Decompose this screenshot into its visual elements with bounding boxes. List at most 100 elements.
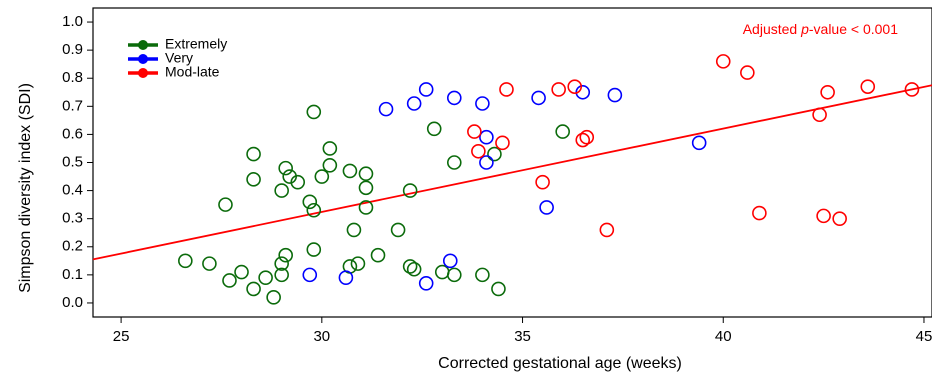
data-point-extremely bbox=[258, 270, 273, 285]
data-point-extremely bbox=[491, 281, 506, 297]
y-tick-label: 0.6 bbox=[62, 125, 83, 142]
data-point-very bbox=[446, 90, 462, 106]
data-point-very bbox=[418, 275, 434, 291]
data-point-extremely bbox=[406, 261, 422, 277]
data-point-very bbox=[479, 129, 494, 145]
annotation-italic: p bbox=[800, 21, 809, 37]
data-point-mod-late bbox=[904, 82, 920, 97]
data-point-extremely bbox=[434, 264, 450, 280]
y-axis-label: Simpson diversity index (SDI) bbox=[17, 83, 34, 293]
data-point-extremely bbox=[314, 169, 330, 184]
regression-line bbox=[92, 84, 932, 261]
legend-label-mod-late: Mod-late bbox=[165, 64, 220, 80]
x-tick-label: 30 bbox=[313, 328, 330, 345]
y-tick-label: 0.3 bbox=[62, 210, 83, 227]
data-point-mod-late bbox=[816, 208, 831, 224]
data-point-extremely bbox=[246, 281, 261, 297]
data-point-very bbox=[338, 270, 354, 285]
data-point-extremely bbox=[358, 166, 374, 182]
plot-area-frame bbox=[92, 7, 932, 318]
data-point-mod-late bbox=[752, 205, 767, 221]
data-point-extremely bbox=[274, 183, 289, 198]
data-point-very bbox=[302, 267, 318, 283]
y-tick-label: 0.2 bbox=[62, 238, 83, 255]
data-point-extremely bbox=[222, 273, 237, 288]
data-point-mod-late bbox=[832, 211, 847, 226]
data-point-mod-late bbox=[467, 124, 482, 139]
data-point-extremely bbox=[402, 183, 418, 198]
data-point-mod-late bbox=[812, 107, 827, 123]
data-point-mod-late bbox=[567, 79, 583, 94]
data-point-extremely bbox=[306, 202, 322, 218]
data-point-mod-late bbox=[495, 135, 510, 151]
data-point-mod-late bbox=[860, 79, 876, 94]
data-point-very bbox=[691, 135, 707, 151]
data-point-very bbox=[418, 82, 434, 97]
y-axis-ticks: 0.0 0.1 0.2 0.3 0.4 0.5 0.6 0.7 0.8 0.9 1.0 bbox=[62, 13, 93, 311]
data-point-extremely bbox=[302, 194, 318, 210]
data-point-very bbox=[406, 96, 422, 111]
data-point-extremely bbox=[306, 104, 322, 120]
y-tick-label: 0.1 bbox=[62, 266, 83, 283]
p-value-annotation: Adjusted p-value < 0.001 bbox=[743, 21, 899, 37]
y-axis-label-group: Simpson diversity index (SDI) bbox=[17, 83, 34, 293]
data-point-mod-late bbox=[499, 82, 514, 97]
data-point-extremely bbox=[358, 180, 374, 196]
data-point-mod-late bbox=[551, 82, 566, 97]
y-tick-label: 0.0 bbox=[62, 294, 83, 311]
data-point-very bbox=[607, 87, 623, 103]
x-tick-label: 35 bbox=[514, 328, 531, 345]
data-point-extremely bbox=[426, 121, 442, 137]
data-point-extremely bbox=[322, 141, 338, 156]
y-tick-label: 0.4 bbox=[62, 182, 83, 199]
data-point-mod-late bbox=[599, 222, 615, 238]
annotation-suffix: -value < 0.001 bbox=[809, 21, 898, 37]
data-point-extremely bbox=[274, 256, 289, 271]
data-point-mod-late bbox=[740, 65, 755, 80]
legend-marker-mod-late bbox=[138, 68, 148, 78]
data-point-extremely bbox=[446, 155, 462, 170]
data-point-extremely bbox=[234, 264, 249, 280]
data-point-extremely bbox=[178, 253, 193, 269]
data-point-extremely bbox=[358, 200, 374, 215]
data-point-extremely bbox=[278, 247, 293, 263]
data-point-extremely bbox=[370, 247, 386, 263]
legend-marker-extremely bbox=[138, 40, 148, 50]
data-point-extremely bbox=[290, 174, 306, 190]
data-point-extremely bbox=[322, 158, 338, 173]
data-point-extremely bbox=[350, 256, 366, 271]
data-point-extremely bbox=[390, 222, 406, 238]
y-tick-label: 0.8 bbox=[62, 69, 83, 86]
x-axis-ticks: 25 30 35 40 45 bbox=[113, 317, 932, 345]
data-point-mod-late bbox=[820, 84, 835, 100]
y-tick-label: 1.0 bbox=[62, 13, 83, 30]
data-point-extremely bbox=[266, 290, 281, 305]
x-tick-label: 25 bbox=[113, 328, 130, 345]
data-point-extremely bbox=[487, 146, 502, 162]
data-point-mod-late bbox=[535, 174, 550, 190]
x-axis-label: Corrected gestational age (weeks) bbox=[438, 355, 682, 372]
data-point-very bbox=[475, 96, 490, 111]
data-point-extremely bbox=[555, 124, 570, 139]
annotation-prefix: Adjusted bbox=[743, 21, 801, 37]
data-point-very bbox=[479, 155, 494, 170]
data-point-extremely bbox=[246, 146, 261, 162]
data-point-very bbox=[378, 101, 394, 117]
data-point-very bbox=[539, 200, 554, 215]
data-point-extremely bbox=[278, 160, 293, 176]
y-tick-label: 0.7 bbox=[62, 97, 83, 114]
data-point-extremely bbox=[246, 172, 261, 187]
legend-label-extremely: Extremely bbox=[165, 36, 227, 52]
data-point-extremely bbox=[402, 259, 418, 274]
y-tick-label: 0.5 bbox=[62, 153, 83, 170]
data-point-extremely bbox=[475, 267, 490, 283]
data-point-very bbox=[442, 253, 458, 269]
data-point-extremely bbox=[446, 267, 462, 283]
data-point-extremely bbox=[306, 242, 322, 257]
data-point-very bbox=[531, 90, 546, 106]
x-tick-label: 45 bbox=[916, 328, 932, 345]
legend-marker-very bbox=[138, 54, 148, 64]
data-point-extremely bbox=[346, 222, 362, 238]
